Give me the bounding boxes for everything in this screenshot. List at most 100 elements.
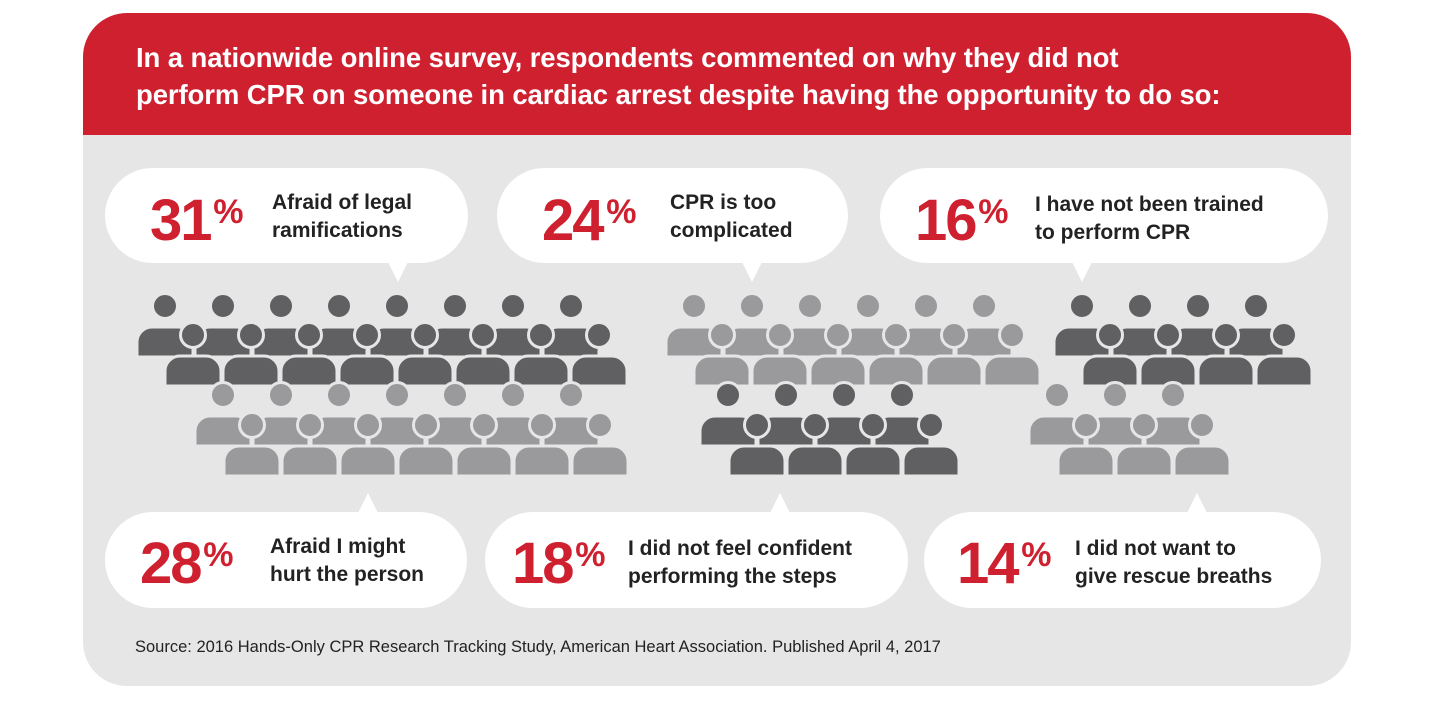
bubble-pointer bbox=[742, 262, 762, 282]
stat-label: I did not feel confident bbox=[628, 537, 852, 560]
person-icon bbox=[570, 411, 630, 478]
person-icon bbox=[785, 411, 845, 478]
person-icon bbox=[279, 321, 339, 388]
bubble-shape bbox=[924, 512, 1321, 608]
person-icon bbox=[1080, 321, 1140, 388]
bubble-pointer bbox=[1072, 262, 1092, 282]
bubble-shape bbox=[497, 168, 848, 263]
person-icon bbox=[982, 321, 1042, 388]
person-icon bbox=[251, 381, 311, 448]
percent-value: 31 bbox=[150, 188, 211, 253]
person-icon bbox=[901, 411, 961, 478]
person-icon bbox=[1056, 411, 1116, 478]
person-icon bbox=[1172, 411, 1232, 478]
person-icon bbox=[866, 321, 926, 388]
people-crowds bbox=[135, 292, 1314, 478]
bubble-shape bbox=[880, 168, 1328, 263]
person-icon bbox=[395, 321, 455, 388]
stat-label: give rescue breaths bbox=[1075, 565, 1272, 588]
person-icon bbox=[193, 381, 253, 448]
percent-value: 28 bbox=[140, 531, 201, 596]
percent-sign: % bbox=[978, 193, 1008, 231]
stat-bubble: 18% I did not feel confident performing th… bbox=[485, 493, 908, 608]
person-icon bbox=[924, 321, 984, 388]
percent-sign: % bbox=[575, 536, 605, 574]
title-line-1: In a nationwide online survey, responden… bbox=[136, 42, 1119, 73]
percent-sign: % bbox=[213, 193, 243, 231]
percent-value: 14 bbox=[957, 531, 1019, 596]
stat-bubble: 24% CPR is too complicated bbox=[497, 168, 848, 282]
person-icon bbox=[425, 381, 485, 448]
person-icon bbox=[896, 292, 956, 359]
person-icon bbox=[280, 411, 340, 478]
stat-label: CPR is too bbox=[670, 191, 776, 214]
stat-label: Afraid of legal bbox=[272, 191, 412, 214]
bubble-pointer bbox=[770, 493, 790, 513]
stat-bubble: 14% I did not want to give rescue breaths bbox=[924, 493, 1321, 608]
person-icon bbox=[569, 321, 629, 388]
title-line-2: perform CPR on someone in cardiac arrest… bbox=[136, 79, 1221, 110]
person-icon bbox=[221, 321, 281, 388]
stat-label: I have not been trained bbox=[1035, 193, 1264, 216]
person-icon bbox=[1138, 321, 1198, 388]
person-icon bbox=[222, 411, 282, 478]
person-icon bbox=[1143, 381, 1203, 448]
stat-label: hurt the person bbox=[270, 563, 424, 586]
stat-bubble: 16% I have not been trained to perform CPR bbox=[880, 168, 1328, 282]
person-icon bbox=[692, 321, 752, 388]
person-icon bbox=[756, 381, 816, 448]
bubble-pointer bbox=[388, 262, 408, 282]
bubble-pointer bbox=[1187, 493, 1207, 513]
person-icon bbox=[396, 411, 456, 478]
stat-callouts: 31% Afraid of legal ramifications 24% CPR is… bbox=[105, 168, 1328, 608]
person-icon bbox=[843, 411, 903, 478]
person-icon bbox=[1226, 292, 1286, 359]
person-icon bbox=[1254, 321, 1314, 388]
percent-sign: % bbox=[203, 536, 233, 574]
person-icon bbox=[1114, 411, 1174, 478]
bubble-shape bbox=[105, 512, 467, 608]
person-icon bbox=[309, 381, 369, 448]
person-icon bbox=[1196, 321, 1256, 388]
stat-label: complicated bbox=[670, 219, 793, 242]
percent-value: 18 bbox=[512, 531, 573, 596]
person-icon bbox=[1085, 381, 1145, 448]
person-icon bbox=[163, 321, 223, 388]
bubble-pointer bbox=[358, 493, 378, 513]
percent-sign: % bbox=[606, 193, 636, 231]
percent-value: 16 bbox=[915, 188, 976, 253]
person-icon bbox=[698, 381, 758, 448]
infographic-title: In a nationwide online survey, responden… bbox=[136, 39, 1326, 113]
person-icon bbox=[750, 321, 810, 388]
stat-label: to perform CPR bbox=[1035, 221, 1190, 244]
person-icon bbox=[872, 381, 932, 448]
stat-label: ramifications bbox=[272, 219, 403, 242]
person-icon bbox=[814, 381, 874, 448]
person-icon bbox=[454, 411, 514, 478]
bubble-shape bbox=[105, 168, 468, 263]
person-icon bbox=[453, 321, 513, 388]
person-icon bbox=[367, 381, 427, 448]
title-banner: In a nationwide online survey, responden… bbox=[83, 13, 1351, 135]
person-icon bbox=[1052, 292, 1112, 359]
person-icon bbox=[808, 321, 868, 388]
source-note: Source: 2016 Hands-Only CPR Research Tra… bbox=[135, 638, 941, 656]
person-icon bbox=[1027, 381, 1087, 448]
stat-label: Afraid I might bbox=[270, 535, 405, 558]
stat-bubble: 28% Afraid I might hurt the person bbox=[105, 493, 467, 608]
person-icon bbox=[727, 411, 787, 478]
stat-label: I did not want to bbox=[1075, 537, 1236, 560]
person-icon bbox=[483, 381, 543, 448]
percent-sign: % bbox=[1021, 536, 1051, 574]
person-icon bbox=[483, 292, 543, 359]
bubble-shape bbox=[485, 512, 908, 608]
stat-label: performing the steps bbox=[628, 565, 837, 588]
person-icon bbox=[511, 321, 571, 388]
person-icon bbox=[337, 321, 397, 388]
person-icon bbox=[309, 292, 369, 359]
percent-value: 24 bbox=[542, 188, 604, 253]
person-icon bbox=[338, 411, 398, 478]
person-icon bbox=[838, 292, 898, 359]
person-icon bbox=[541, 381, 601, 448]
